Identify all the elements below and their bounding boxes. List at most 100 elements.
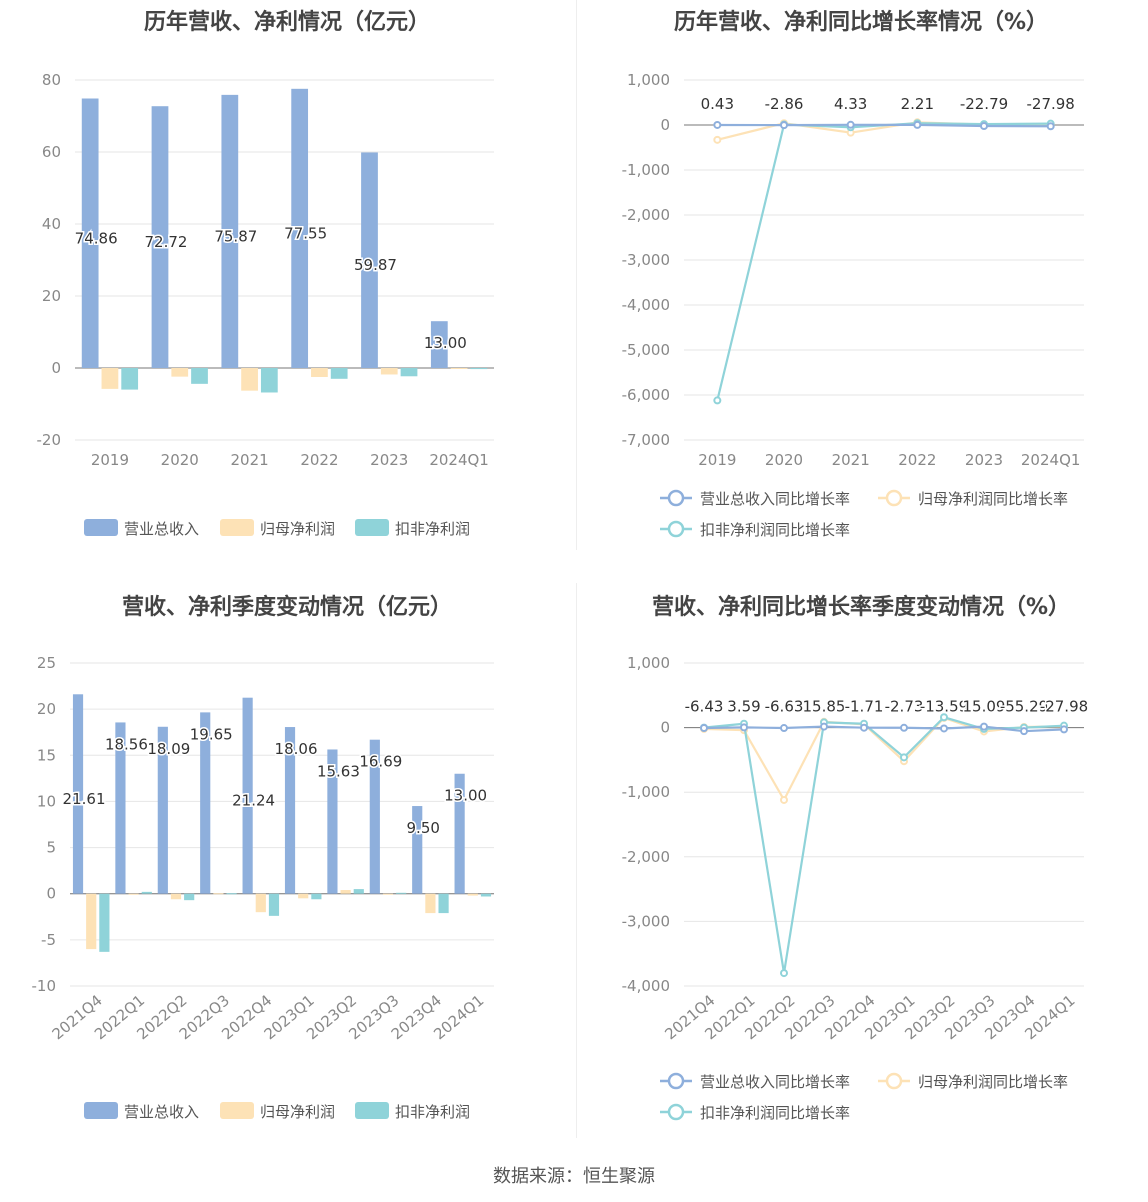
data-point <box>1046 122 1055 131</box>
legend-label: 归母净利润同比增长率 <box>918 1073 1068 1091</box>
quarterly-revenue-profit-panel: 营收、净利季度变动情况（亿元） 25 20 15 10 5 0 -5 -10 2021Q4 202… <box>0 585 574 1170</box>
legend-marker <box>667 1103 685 1121</box>
y-tick-label: -3,000 <box>622 912 670 930</box>
bar <box>99 893 110 952</box>
legend-label: 扣非净利润同比增长率 <box>700 1104 850 1122</box>
data-label: 18.09 <box>147 740 190 758</box>
bar <box>412 806 423 894</box>
legend-label: 扣非净利润 <box>395 1103 470 1121</box>
bar <box>380 368 398 375</box>
data-point <box>740 723 748 732</box>
x-tick-label: 2023 <box>370 451 408 469</box>
bar <box>430 321 448 368</box>
data-label: -13.59 <box>920 698 968 716</box>
y-tick-label: -3,000 <box>622 251 670 269</box>
bar <box>361 152 378 368</box>
bar <box>241 368 258 391</box>
series-line <box>717 123 1051 128</box>
y-tick-label: 0 <box>51 359 61 377</box>
y-tick-label: 0 <box>660 116 670 134</box>
data-label: 2.21 <box>901 95 934 113</box>
legend-swatch <box>355 1102 389 1119</box>
data-label: 16.69 <box>359 753 402 771</box>
data-label: 3.59 <box>727 698 760 716</box>
data-point <box>1060 725 1068 734</box>
data-label: 13.00 <box>444 787 487 805</box>
y-tick-label: 1,000 <box>627 654 670 672</box>
bar <box>151 106 169 368</box>
y-tick-label: -10 <box>32 977 57 995</box>
bar <box>200 712 211 894</box>
bar <box>72 694 84 894</box>
data-point <box>980 122 988 131</box>
data-label: -6.43 <box>685 698 724 716</box>
y-tick-label: 5 <box>46 839 56 857</box>
bar <box>400 368 418 377</box>
annual-revenue-profit-chart: 80 60 40 20 0 -20 2019 2020 2021 2022 2023 2024Q1 74… <box>37 71 494 538</box>
annual-growth-panel: 历年营收、净利同比增长率情况（%） 1,000 0 -1,000 -2,000 -3,0… <box>574 0 1148 585</box>
bar <box>268 893 280 916</box>
data-label: 4.33 <box>834 95 867 113</box>
legend-swatch <box>220 519 254 536</box>
data-point <box>860 723 868 732</box>
data-label: -6.63 <box>765 698 804 716</box>
bar <box>115 722 126 894</box>
bar <box>191 368 208 384</box>
y-tick-label: -2,000 <box>622 848 670 866</box>
data-label: 19.65 <box>190 725 233 743</box>
y-tick-label: 20 <box>42 287 61 305</box>
quarterly-revenue-profit-chart: 2520151050-5-102021Q42022Q12022Q22022Q32… <box>32 654 494 1121</box>
x-tick-label: 2024Q1 <box>1021 451 1081 469</box>
legend-swatch <box>220 1102 254 1119</box>
data-label: -1.71 <box>845 698 884 716</box>
bar <box>425 893 436 914</box>
y-tick-label: 1,000 <box>627 71 670 89</box>
bar <box>242 697 253 894</box>
data-label: 21.61 <box>63 790 106 808</box>
y-tick-label: -4,000 <box>622 977 670 995</box>
legend-label: 营业总收入 <box>124 1103 199 1121</box>
legend-marker <box>885 489 903 507</box>
bar <box>396 892 407 894</box>
data-label: 72.72 <box>145 233 188 251</box>
y-tick-label: 40 <box>42 215 61 233</box>
data-point <box>820 722 828 731</box>
y-tick-label: -1,000 <box>622 161 670 179</box>
data-label: 18.06 <box>275 740 318 758</box>
legend-label: 营业总收入 <box>124 520 199 538</box>
bar <box>340 890 351 894</box>
y-tick-label: 15 <box>37 746 56 764</box>
x-tick-label: 2022 <box>898 451 936 469</box>
data-label: 75.87 <box>214 227 257 245</box>
data-label: 13.00 <box>424 334 467 352</box>
data-point <box>940 713 948 722</box>
y-tick-label: -5,000 <box>622 341 670 359</box>
bar <box>213 893 224 895</box>
annual-revenue-profit-panel: 历年营收、净利情况（亿元） 80 60 40 20 0 -20 2019 2020 2021 20… <box>0 0 574 585</box>
bar <box>141 891 152 894</box>
bar <box>255 893 266 913</box>
panel-divider <box>576 0 577 550</box>
legend-swatch <box>84 1102 118 1119</box>
chart-title: 历年营收、净利同比增长率情况（%） <box>673 10 1049 35</box>
data-point <box>713 135 722 144</box>
bar <box>284 727 296 894</box>
data-label: -2.86 <box>765 95 804 113</box>
bar <box>184 893 195 901</box>
legend-swatch <box>355 519 389 536</box>
legend-label: 归母净利润同比增长率 <box>918 490 1068 508</box>
data-label: 15.63 <box>317 762 360 780</box>
bar <box>101 368 119 389</box>
bar <box>327 749 338 894</box>
legend-marker <box>667 520 685 538</box>
data-label: -27.98 <box>1040 698 1088 716</box>
x-tick-label: 2020 <box>765 451 803 469</box>
bar <box>311 368 328 377</box>
data-label: 15.85 <box>803 698 846 716</box>
data-label: 21.24 <box>232 792 275 810</box>
annual-growth-chart: 1,000 0 -1,000 -2,000 -3,000 -4,000 -5,000 -6,0… <box>622 71 1084 539</box>
y-tick-label: 0 <box>660 719 670 737</box>
bar <box>170 893 182 900</box>
bar <box>298 893 309 899</box>
data-label: 59.87 <box>354 256 397 274</box>
